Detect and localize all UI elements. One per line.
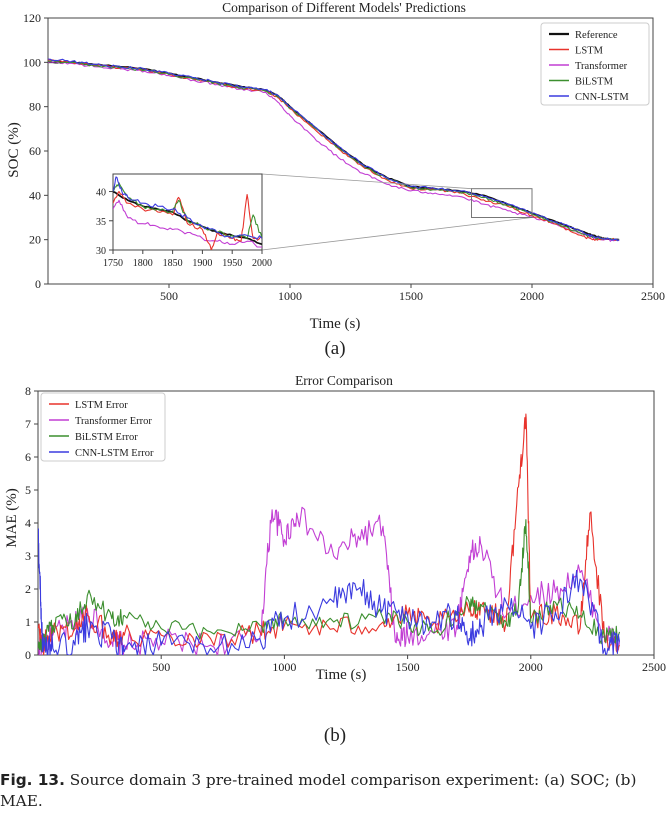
mae-ytick-label: 1 bbox=[25, 615, 31, 629]
soc-ytick-label: 20 bbox=[29, 233, 41, 247]
soc-legend bbox=[540, 22, 650, 106]
inset-series-bilstm bbox=[113, 182, 262, 239]
soc-ytick-label: 40 bbox=[29, 188, 41, 202]
mae-ylabel: MAE (%) bbox=[4, 488, 20, 548]
mae-ytick-label: 3 bbox=[25, 549, 31, 563]
mae-ytick-label: 2 bbox=[25, 582, 31, 596]
soc-chart-title: Comparison of Different Models' Predicti… bbox=[222, 0, 466, 15]
soc-xlabel: Time (s) bbox=[310, 316, 361, 332]
inset-xtick-label: 1800 bbox=[133, 258, 153, 269]
mae-series-cnn-lstm-error bbox=[38, 528, 621, 655]
soc-ytick-label: 120 bbox=[23, 11, 41, 25]
soc-ytick-label: 0 bbox=[35, 277, 41, 291]
caption-prefix: Fig. 13. bbox=[0, 771, 65, 789]
soc-xtick-label: 1500 bbox=[399, 289, 423, 303]
inset-series-lstm bbox=[113, 190, 262, 250]
inset-xtick-label: 1950 bbox=[222, 258, 242, 269]
inset-ytick-label: 35 bbox=[96, 217, 106, 228]
mae-xtick-label: 1500 bbox=[396, 660, 420, 674]
mae-ytick-label: 5 bbox=[25, 483, 31, 497]
mae-xtick-label: 500 bbox=[152, 660, 170, 674]
inset-series-cnn-lstm bbox=[113, 176, 262, 240]
mae-chart: 500 1000 1500 2000 2500 0 1 2 3 4 5 6 7 8 LSTM Error Tr… bbox=[4, 373, 666, 683]
mae-ytick-label: 6 bbox=[25, 450, 31, 464]
mae-ytick-label: 4 bbox=[25, 516, 31, 530]
inset-ytick-label: 30 bbox=[96, 246, 106, 257]
inset-series-group bbox=[113, 176, 262, 250]
soc-chart: 500 1000 1500 2000 2500 0 20 40 60 80 100 120 Refere… bbox=[6, 0, 665, 332]
soc-legend-label-bilstm: BiLSTM bbox=[575, 77, 614, 88]
panel-b-label: (b) bbox=[323, 725, 347, 746]
soc-inset: 1750 1800 1850 1900 1950 2000 30 35 40 bbox=[96, 173, 272, 269]
soc-xtick-label: 2500 bbox=[641, 289, 665, 303]
mae-legend bbox=[40, 392, 166, 462]
mae-legend-label-cnn-lstm-error: CNN-LSTM Error bbox=[75, 448, 154, 459]
mae-xtick-label: 1000 bbox=[272, 660, 296, 674]
inset-xtick-label: 2000 bbox=[252, 258, 272, 269]
inset-xtick-label: 1900 bbox=[192, 258, 212, 269]
soc-series-lstm bbox=[48, 59, 620, 241]
soc-ytick-label: 80 bbox=[29, 100, 41, 114]
mae-legend-label-lstm-error: LSTM Error bbox=[75, 400, 128, 411]
mae-series-group bbox=[38, 413, 621, 655]
mae-legend-label-bilstm-error: BiLSTM Error bbox=[75, 432, 138, 443]
soc-legend-label-reference: Reference bbox=[575, 30, 618, 41]
soc-ytick-label: 60 bbox=[29, 144, 41, 158]
inset-xtick-label: 1850 bbox=[163, 258, 183, 269]
soc-xtick-label: 2000 bbox=[520, 289, 544, 303]
inset-xtick-label: 1750 bbox=[103, 258, 123, 269]
soc-legend-label-lstm: LSTM bbox=[575, 46, 604, 57]
mae-ytick-label: 0 bbox=[25, 648, 31, 662]
inset-connector-top bbox=[261, 173, 472, 190]
soc-ytick-label: 100 bbox=[23, 55, 41, 69]
inset-plot-frame bbox=[112, 173, 263, 251]
mae-ytick-label: 7 bbox=[25, 417, 31, 431]
mae-xtick-label: 2000 bbox=[519, 660, 543, 674]
soc-legend-label-cnn-lstm: CNN-LSTM bbox=[575, 92, 629, 103]
inset-ytick-label: 40 bbox=[96, 188, 106, 199]
mae-series-bilstm-error bbox=[38, 519, 621, 652]
soc-ylabel: SOC (%) bbox=[6, 122, 22, 177]
mae-legend-label-transformer-error: Transformer Error bbox=[75, 416, 152, 427]
inset-series-transformer bbox=[113, 199, 262, 248]
soc-xtick-label: 1000 bbox=[278, 289, 302, 303]
mae-xlabel: Time (s) bbox=[316, 667, 367, 683]
panel-a-label: (a) bbox=[324, 338, 346, 359]
soc-legend-label-transformer: Transformer bbox=[575, 61, 628, 72]
mae-xtick-label: 2500 bbox=[642, 660, 666, 674]
soc-series-cnn-lstm bbox=[48, 58, 620, 242]
mae-series-lstm-error bbox=[38, 413, 620, 655]
figure-caption: Fig. 13. Source domain 3 pre-trained mod… bbox=[0, 770, 668, 812]
soc-xtick-label: 500 bbox=[160, 289, 178, 303]
mae-chart-title: Error Comparison bbox=[295, 373, 393, 388]
soc-series-group bbox=[48, 58, 620, 242]
caption-text: Source domain 3 pre-trained model compar… bbox=[0, 771, 637, 810]
mae-ytick-label: 8 bbox=[25, 384, 31, 398]
zoom-region-box bbox=[471, 188, 533, 218]
inset-connector-bottom bbox=[261, 217, 533, 251]
